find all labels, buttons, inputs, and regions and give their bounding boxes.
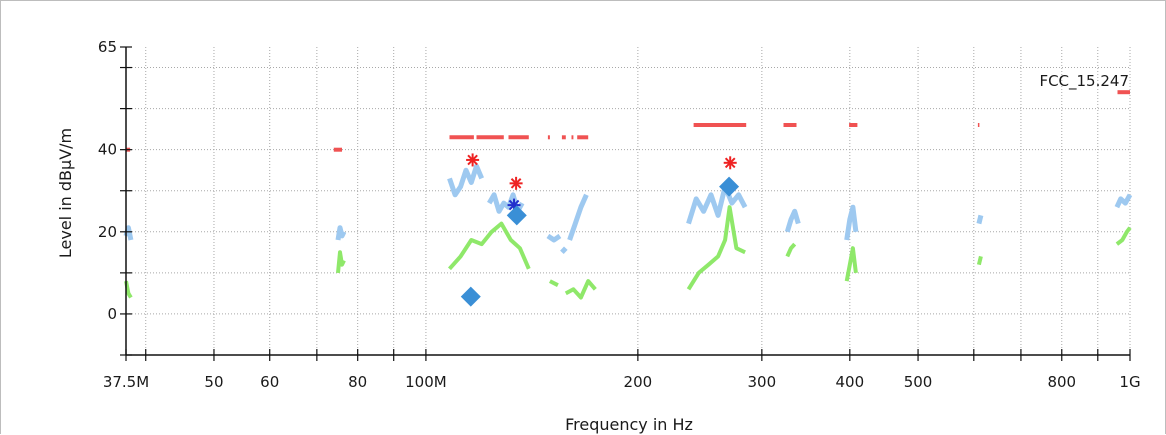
diamond-marker xyxy=(506,205,527,226)
x-tick-label: 300 xyxy=(748,373,777,391)
x-tick-label: 80 xyxy=(348,373,367,391)
average-trace-segment xyxy=(336,250,346,274)
peak-trace-segment xyxy=(123,225,134,241)
diamond-marker xyxy=(460,286,481,307)
average-trace-segment xyxy=(844,246,858,282)
peak-trace-segment xyxy=(546,233,562,243)
y-tick-label: 0 xyxy=(107,305,117,323)
peak-trace-segment xyxy=(844,204,859,241)
star-marker xyxy=(723,156,737,170)
peak-trace-segment xyxy=(335,225,347,241)
x-tick-label: 1G xyxy=(1119,373,1140,391)
x-tick-label: 800 xyxy=(1047,373,1076,391)
data-series xyxy=(123,90,1133,300)
average-trace-segment xyxy=(686,205,746,291)
grid xyxy=(126,47,1131,356)
x-tick-label: 200 xyxy=(624,373,653,391)
star-marker xyxy=(466,153,480,167)
x-tick-label: 100M xyxy=(405,373,447,391)
axes: 0 20 40 65 37.5M 50 60 80 100M 200 300 400 500 800 1G xyxy=(98,38,1141,391)
limit-line-label: FCC_15.247 xyxy=(1039,72,1129,91)
average-trace-segment xyxy=(124,280,133,299)
y-axis-title: Level in dBµV/m xyxy=(56,128,75,258)
peak-trace-segment xyxy=(976,214,984,225)
x-tick-label: 37.5M xyxy=(103,373,149,391)
average-trace-segment xyxy=(1115,226,1132,246)
diamond-marker xyxy=(719,176,740,197)
y-tick-label: 65 xyxy=(98,38,117,56)
y-tick-label: 40 xyxy=(98,141,117,159)
peak-trace-segment xyxy=(784,208,801,233)
x-tick-label: 60 xyxy=(260,373,279,391)
average-trace-segment xyxy=(448,221,531,271)
star-marker xyxy=(509,176,523,190)
average-trace-segment xyxy=(564,279,597,300)
x-tick-label: 400 xyxy=(835,373,864,391)
average-trace-segment xyxy=(785,242,797,258)
average-trace-segment xyxy=(976,255,983,266)
average-trace-segment xyxy=(548,279,559,287)
x-axis-title: Frequency in Hz xyxy=(565,415,693,434)
markers xyxy=(460,153,740,307)
peak-trace-segment xyxy=(1114,193,1133,209)
peak-trace-segment xyxy=(567,193,589,241)
peak-trace-segment xyxy=(686,184,748,225)
y-tick-label: 20 xyxy=(98,223,117,241)
peak-trace-segment xyxy=(447,163,485,198)
x-tick-label: 500 xyxy=(904,373,933,391)
peak-trace-segment xyxy=(560,246,568,255)
x-tick-label: 50 xyxy=(204,373,223,391)
